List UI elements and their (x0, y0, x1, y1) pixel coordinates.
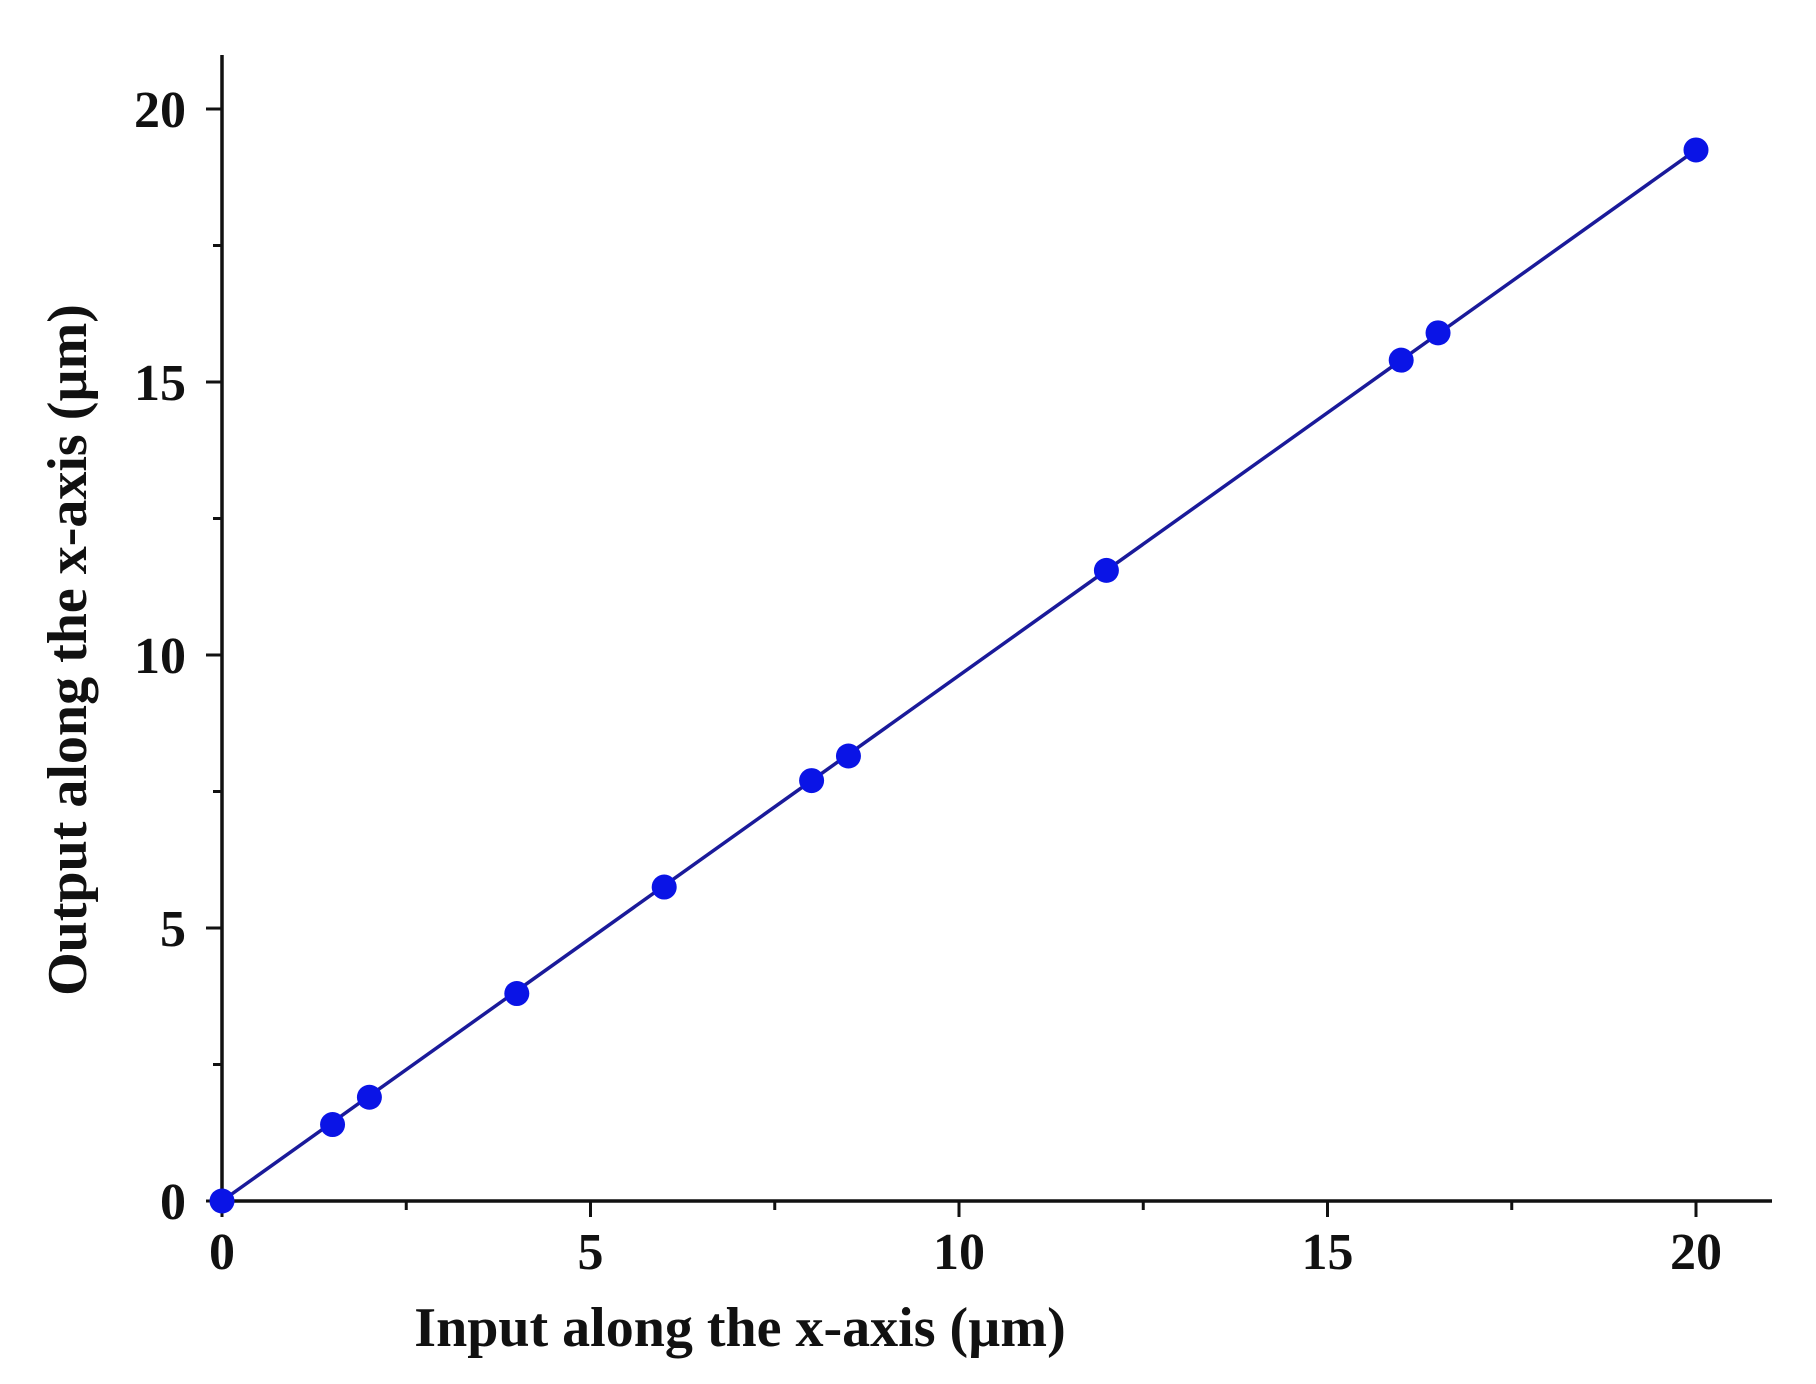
fit-line (220, 148, 1698, 1203)
x-tick-label: 5 (578, 1224, 604, 1281)
y-tick-label: 0 (160, 1174, 186, 1231)
x-axis-title: Input along the x-axis (µm) (414, 1297, 1065, 1359)
x-tick-label: 0 (209, 1224, 235, 1281)
x-tick-label: 15 (1302, 1224, 1354, 1281)
data-point (320, 1112, 346, 1138)
y-tick-label: 20 (134, 82, 186, 139)
data-point (504, 981, 530, 1007)
x-tick-label: 20 (1670, 1224, 1722, 1281)
data-point (799, 768, 825, 794)
data-point (356, 1084, 382, 1110)
tick-labels: 0 5 10 15 20 0 5 10 15 20 (134, 82, 1722, 1281)
ticks (206, 107, 1698, 1217)
data-point (1683, 137, 1709, 163)
data-point (209, 1188, 235, 1214)
data-point (651, 874, 677, 900)
y-tick-label: 15 (134, 355, 186, 412)
data-point (835, 743, 861, 769)
y-axis-title: Output along the x-axis (µm) (37, 304, 99, 996)
fit-line-group (220, 148, 1698, 1203)
data-point (1388, 347, 1414, 373)
axes (220, 55, 1772, 1203)
y-tick-label: 5 (160, 901, 186, 958)
data-point (1425, 320, 1451, 346)
x-tick-label: 10 (933, 1224, 985, 1281)
y-tick-label: 10 (134, 628, 186, 685)
data-points (209, 137, 1709, 1214)
data-point (1093, 557, 1119, 583)
